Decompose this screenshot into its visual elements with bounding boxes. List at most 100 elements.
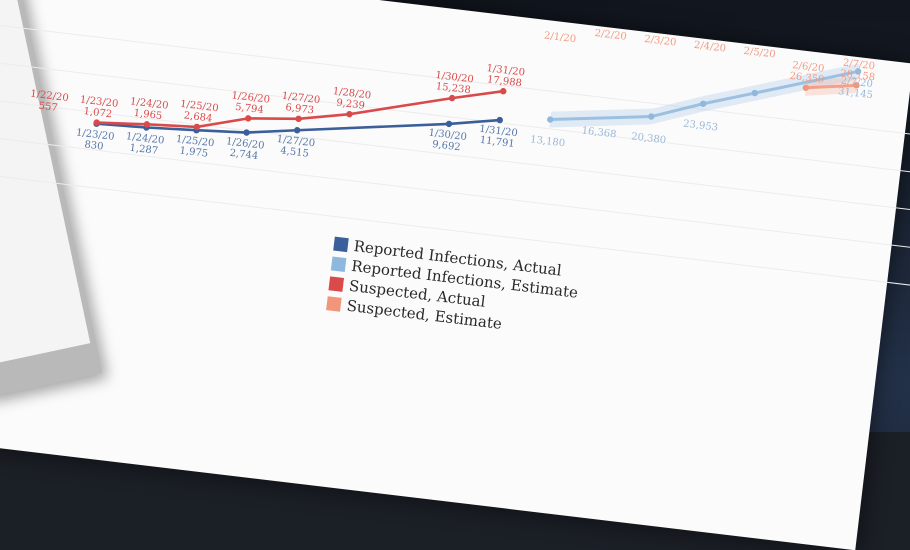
chart-grid [0, 19, 910, 291]
point-2-1 [143, 121, 151, 128]
point-3-0 [802, 84, 809, 91]
point-1-1 [648, 113, 655, 120]
data-label-blue_est-2: 20,380 [631, 131, 667, 146]
data-label-date: 2/5/20 [743, 46, 776, 61]
point-2-6 [448, 94, 456, 102]
data-label-value: 17,988 [486, 74, 522, 89]
data-label-date: 1/27/20 [276, 134, 316, 149]
point-1-0 [547, 116, 554, 123]
data-label-date: 2/3/20 [644, 34, 677, 49]
data-label-date: 1/25/20 [180, 99, 220, 114]
data-label-value: 1,072 [83, 106, 113, 120]
data-label-value: 13,180 [530, 134, 566, 149]
data-label-value: 11,791 [479, 135, 515, 150]
data-label-value: 1,287 [129, 143, 159, 157]
legend-swatch-1 [330, 256, 347, 273]
data-label-value: 31,145 [837, 86, 873, 101]
point-0-3 [243, 129, 250, 136]
point-1-3 [751, 89, 759, 97]
data-label-value: 9,239 [336, 98, 366, 112]
data-label-blue-1: 1/24/201,287 [125, 131, 165, 157]
data-label-red-2: 1/24/201,965 [129, 96, 169, 122]
data-label-date: 1/25/20 [175, 134, 215, 149]
data-label-date: 1/23/20 [79, 94, 119, 109]
data-label-date: 2/6/20 [792, 60, 825, 75]
data-label-date: 2/7/20 [840, 75, 873, 90]
data-label-blue-5: 1/30/209,692 [428, 128, 468, 154]
data-label-date: 1/26/20 [231, 90, 271, 105]
data-label-red-5: 1/27/206,973 [281, 91, 321, 117]
data-label-value: 15,238 [435, 81, 471, 96]
data-label-value: 557 [38, 101, 58, 114]
point-2-3 [245, 115, 252, 122]
point-1-4 [854, 68, 862, 75]
data-label-value: 2,744 [229, 148, 259, 162]
data-label-value: 23,953 [682, 119, 718, 134]
data-label-red-1: 1/23/201,072 [79, 94, 119, 120]
data-label-red-4: 1/26/205,794 [231, 90, 271, 116]
data-label-value: 4,515 [280, 145, 310, 159]
data-label-red_est-1: 2/2/20 [594, 28, 627, 43]
data-label-value: 16,368 [581, 125, 617, 140]
point-2-7 [500, 88, 507, 95]
series-line-2 [96, 89, 504, 129]
data-label-red_est-3: 2/4/20 [693, 40, 726, 55]
series-line-3 [805, 83, 857, 90]
data-label-red_est-0: 2/1/20 [543, 30, 576, 45]
data-label-date: 2/7/20 [842, 58, 875, 73]
data-label-red_est-2: 2/3/20 [644, 34, 677, 49]
grid-line-4 [0, 19, 910, 142]
data-label-value: 1,975 [179, 145, 209, 159]
data-label-blue_est-0: 13,180 [530, 134, 566, 149]
grid-line-3 [0, 57, 910, 179]
data-label-value: 2,684 [183, 110, 213, 124]
point-0-4 [293, 127, 301, 134]
point-3-1 [853, 82, 860, 89]
data-label-date: 1/31/20 [486, 63, 526, 78]
data-label-blue_est-3: 23,953 [682, 119, 718, 134]
data-label-date: 1/27/20 [281, 91, 321, 106]
data-label-blue-2: 1/25/201,975 [175, 134, 215, 160]
data-label-date: 1/30/20 [428, 128, 468, 143]
data-label-value: 20,380 [631, 131, 667, 146]
series-points [93, 68, 862, 136]
point-0-5 [445, 120, 453, 128]
grid-line-0 [0, 168, 910, 291]
data-label-red_est-4: 2/5/20 [743, 46, 776, 61]
data-label-value: 26,359 [789, 71, 825, 86]
data-label-date: 1/28/20 [332, 86, 372, 101]
data-label-value: 6,973 [285, 102, 315, 116]
data-label-date: 1/24/20 [129, 96, 169, 111]
data-label-blue-4: 1/27/204,515 [276, 134, 316, 160]
data-label-value: 1,965 [133, 108, 163, 122]
data-label-date: 2/2/20 [594, 28, 627, 43]
point-2-2 [193, 123, 201, 131]
legend-swatch-0 [333, 236, 349, 253]
data-label-blue-3: 1/26/202,744 [225, 136, 265, 162]
point-2-4 [295, 115, 302, 123]
data-label-date: 1/26/20 [225, 136, 265, 151]
grid-line-1 [0, 131, 910, 254]
legend-swatch-3 [326, 296, 342, 312]
point-0-6 [496, 116, 504, 124]
data-label-value: 9,692 [431, 139, 461, 153]
grid-line-2 [0, 94, 910, 217]
data-label-date: 2/4/20 [693, 40, 726, 55]
data-label-value: 830 [84, 139, 104, 152]
data-label-date: 1/23/20 [75, 127, 115, 142]
data-label-date: 1/22/20 [30, 89, 70, 104]
data-label-red-3: 1/25/202,684 [180, 99, 220, 125]
legend-swatch-2 [328, 276, 345, 292]
data-label-date: 1/24/20 [125, 131, 165, 146]
point-2-5 [346, 110, 353, 118]
